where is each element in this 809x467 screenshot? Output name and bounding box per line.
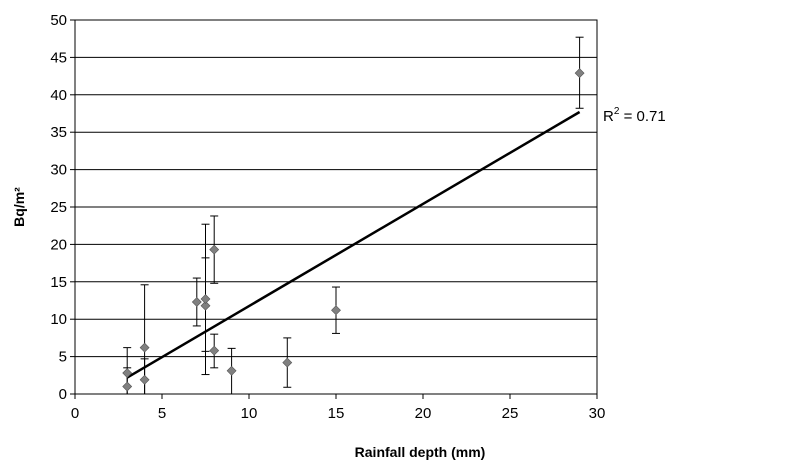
data-point <box>122 381 133 392</box>
y-tick-label: 45 <box>50 49 67 66</box>
x-axis-title: Rainfall depth (mm) <box>355 444 486 460</box>
y-tick-label: 50 <box>50 12 67 29</box>
data-point <box>226 365 237 376</box>
x-tick-label: 20 <box>415 405 432 422</box>
y-axis-title: Bq/m² <box>11 187 27 227</box>
data-point <box>574 68 585 79</box>
gridlines <box>75 56 597 358</box>
data-point <box>139 374 150 385</box>
x-tick-label: 5 <box>158 405 166 422</box>
y-tick-label: 0 <box>59 386 67 403</box>
data-point <box>209 244 220 255</box>
y-tick-label: 40 <box>50 87 67 104</box>
x-axis: 0 5 10 15 20 25 30 <box>71 394 606 422</box>
x-tick-label: 15 <box>328 405 345 422</box>
trendline <box>126 110 581 379</box>
data-point <box>122 368 133 378</box>
y-tick-label: 10 <box>50 311 67 328</box>
y-tick-label: 5 <box>59 349 67 366</box>
y-tick-label: 20 <box>50 236 67 253</box>
data-point <box>191 297 202 307</box>
x-tick-label: 30 <box>589 405 606 422</box>
data-point <box>200 300 211 311</box>
x-tick-label: 25 <box>502 405 519 422</box>
x-tick-label: 0 <box>71 405 79 422</box>
data-point <box>282 357 293 368</box>
x-tick-label: 10 <box>241 405 258 422</box>
r-squared-annotation: R2 = 0.71 <box>603 106 666 125</box>
y-tick-label: 30 <box>50 162 67 179</box>
data-point <box>209 345 220 356</box>
y-tick-label: 35 <box>50 124 67 141</box>
data-point <box>139 342 150 353</box>
data-points <box>122 68 585 392</box>
y-tick-label: 15 <box>50 274 67 291</box>
data-point <box>331 305 341 316</box>
y-axis: 0 5 10 15 20 25 30 35 40 45 50 <box>50 12 75 403</box>
y-tick-label: 25 <box>50 199 67 216</box>
data-point <box>200 294 211 304</box>
